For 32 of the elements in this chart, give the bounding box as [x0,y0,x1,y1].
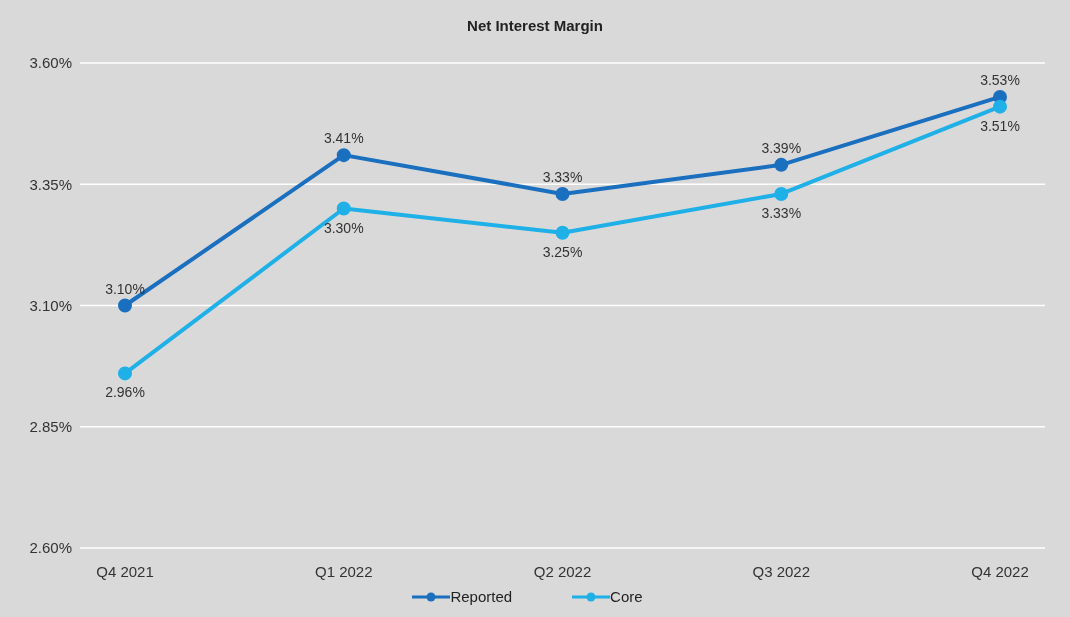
point [336,201,351,216]
point [993,99,1007,114]
point [555,186,570,201]
data-label: 3.25% [542,243,583,260]
x-tick-label: Q1 2022 [314,562,373,580]
point [555,225,570,240]
point [118,298,132,313]
x-tick-label: Q2 2022 [533,562,592,580]
data-label: 3.53% [980,71,1020,88]
chart-title: Net Interest Margin [466,17,604,34]
point [336,148,351,163]
legend-label: Reported [450,588,513,605]
data-label: 3.33% [542,168,583,185]
y-tick-label: 2.85% [29,418,72,436]
data-label: 3.51% [980,117,1020,134]
data-label: 3.41% [323,130,364,147]
point [774,186,789,201]
y-tick-label: 3.60% [29,54,72,72]
x-tick-label: Q4 2021 [96,562,154,580]
y-tick-label: 2.60% [29,539,72,557]
point [774,157,789,172]
legend-label: Core [610,588,643,605]
x-tick-label: Q4 2022 [971,562,1029,580]
data-label: 3.30% [323,219,364,236]
point [118,366,132,381]
y-tick-label: 3.35% [29,175,72,193]
x-tick-label: Q3 2022 [752,562,811,580]
y-tick-label: 3.10% [29,296,72,314]
data-label: 3.39% [761,139,802,156]
data-label: 2.96% [105,384,145,401]
data-label: 3.33% [761,204,802,221]
data-label: 3.10% [105,280,145,297]
